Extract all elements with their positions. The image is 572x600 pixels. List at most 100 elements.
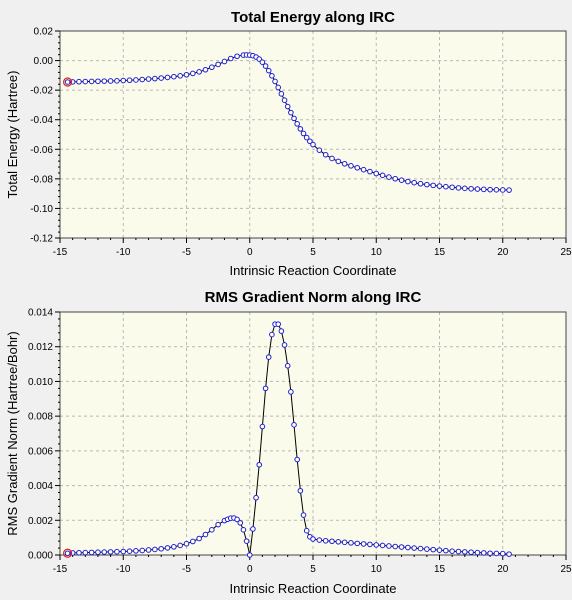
energy-data-point <box>297 126 304 132</box>
energy-data-point <box>294 121 300 127</box>
energy-data-point <box>424 181 430 188</box>
gradient-x-tick-label: 0 <box>247 564 253 575</box>
energy-data-point <box>272 78 278 85</box>
energy-data-point <box>367 168 373 175</box>
gradient-x-tick-label: 10 <box>371 564 383 575</box>
energy-data-point <box>209 64 215 71</box>
energy-data-point <box>474 186 481 192</box>
energy-y-tick-label: -0.12 <box>30 234 53 245</box>
gradient-data-point <box>455 548 462 555</box>
gradient-data-point <box>275 321 282 327</box>
gradient-data-point <box>95 549 101 556</box>
energy-data-point <box>493 186 500 193</box>
gradient-x-tick-label: -15 <box>53 564 68 575</box>
gradient-data-point <box>164 545 171 551</box>
gradient-data-point <box>443 547 449 554</box>
gradient-y-axis-label: RMS Gradient Norm (Hartree/Bohr) <box>5 331 20 535</box>
energy-data-point <box>107 78 114 84</box>
gradient-data-point <box>177 542 183 549</box>
energy-data-point <box>310 141 316 148</box>
gradient-data-point <box>348 540 354 546</box>
gradient-data-point <box>354 540 361 547</box>
energy-data-point <box>316 147 323 153</box>
energy-data-point <box>291 115 297 122</box>
energy-data-point <box>145 76 152 82</box>
gradient-data-point <box>493 550 500 557</box>
energy-data-point <box>183 71 190 78</box>
gradient-data-point <box>411 545 418 551</box>
energy-data-point <box>227 55 234 62</box>
energy-data-point <box>64 79 71 85</box>
energy-data-point <box>335 158 342 165</box>
gradient-data-point <box>171 544 177 550</box>
gradient-y-tick-label: 0.014 <box>28 308 53 319</box>
energy-x-tick-label: -10 <box>116 247 131 258</box>
gradient-data-point <box>158 545 164 552</box>
gradient-data-point <box>64 550 71 557</box>
energy-data-point <box>215 61 221 68</box>
gradient-data-point <box>506 551 512 557</box>
energy-y-tick-label: -0.02 <box>30 86 53 97</box>
energy-data-point <box>158 75 164 81</box>
energy-data-point <box>288 109 294 116</box>
energy-data-point <box>95 78 101 85</box>
energy-data-point <box>139 76 146 83</box>
gradient-data-point <box>398 544 405 550</box>
energy-x-tick-label: 10 <box>371 247 383 258</box>
energy-data-point <box>417 180 424 187</box>
energy-data-point <box>265 67 272 74</box>
energy-data-point <box>487 186 493 193</box>
energy-y-tick-label: -0.06 <box>30 145 53 156</box>
energy-x-tick-label: 15 <box>434 247 446 258</box>
energy-data-point <box>398 177 405 183</box>
gradient-y-tick-label: 0.000 <box>28 551 53 562</box>
gradient-data-point <box>392 543 399 550</box>
gradient-data-point <box>107 549 114 555</box>
gradient-data-point <box>430 546 436 553</box>
energy-y-axis-label: Total Energy (Hartree) <box>5 71 20 199</box>
energy-data-point <box>234 53 240 60</box>
gradient-data-point <box>405 544 411 551</box>
gradient-y-tick-label: 0.006 <box>28 446 53 457</box>
energy-x-axis-label: Intrinsic Reaction Coordinate <box>230 263 397 278</box>
energy-data-point <box>386 174 392 180</box>
gradient-data-point <box>417 545 424 552</box>
gradient-data-point <box>278 328 285 334</box>
gradient-data-point <box>183 540 190 547</box>
gradient-data-point <box>215 521 221 528</box>
energy-x-tick-label: -5 <box>182 247 191 258</box>
gradient-data-point <box>126 548 133 554</box>
energy-data-point <box>101 78 108 84</box>
gradient-data-point <box>281 342 288 348</box>
gradient-data-point <box>256 461 263 468</box>
energy-data-point <box>462 185 468 192</box>
gradient-data-point <box>303 527 310 534</box>
gradient-data-point <box>499 550 506 557</box>
gradient-data-point <box>120 548 127 555</box>
energy-data-point <box>284 103 291 110</box>
energy-data-point <box>322 151 329 158</box>
energy-data-point <box>392 175 399 182</box>
energy-highlight-point <box>62 77 73 87</box>
gradient-data-point <box>462 549 468 555</box>
energy-data-point <box>436 183 443 189</box>
gradient-chart: -15 -10 -5 0 5 10 15 20 25 0.000 0.002 0.004 0.006 0.… <box>5 289 572 596</box>
energy-data-point <box>405 178 411 185</box>
gradient-data-point <box>424 546 430 552</box>
energy-data-point <box>133 77 139 83</box>
gradient-data-point <box>250 526 256 532</box>
energy-data-point <box>379 172 386 179</box>
gradient-data-point <box>474 549 481 556</box>
gradient-x-tick-label: 15 <box>434 564 446 575</box>
energy-data-point <box>196 69 202 75</box>
gradient-data-point <box>341 539 348 546</box>
energy-y-tick-label: 0.00 <box>34 56 54 67</box>
gradient-data-point <box>468 549 474 556</box>
gradient-data-point <box>436 547 443 553</box>
gradient-data-point <box>259 423 266 430</box>
energy-data-point <box>281 97 288 103</box>
gradient-data-point <box>101 549 108 555</box>
energy-data-point <box>202 66 209 73</box>
gradient-data-point <box>316 537 323 543</box>
